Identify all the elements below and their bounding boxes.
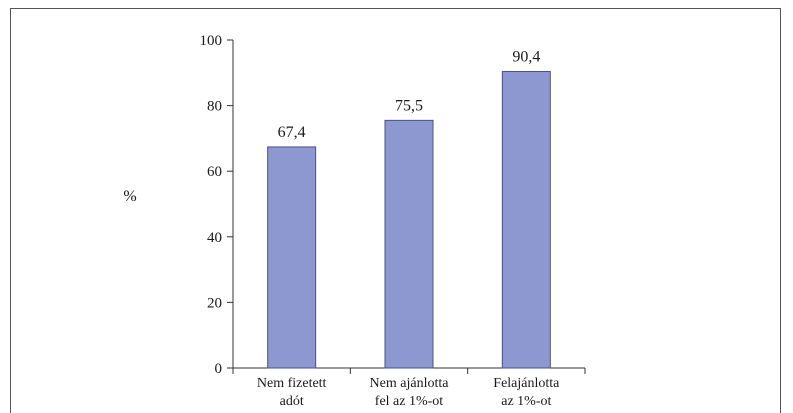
x-tick-label: Nem ajánlotta xyxy=(370,376,450,391)
category-labels: Nem fizetett adót Nem ajánlotta fel az 1%-o… xyxy=(257,376,560,409)
data-labels: 67,4 75,5 90,4 xyxy=(278,48,541,140)
y-tick-label: 80 xyxy=(207,99,222,115)
data-label: 75,5 xyxy=(395,97,423,114)
data-label: 67,4 xyxy=(278,124,306,141)
x-tick-label: Nem fizetett xyxy=(257,376,327,391)
x-tick-label: Felajánlotta xyxy=(493,376,560,391)
x-tick-label: fel az 1%-ot xyxy=(375,394,444,409)
y-axis: 0 20 40 60 80 100 xyxy=(200,33,234,377)
bar xyxy=(384,119,434,369)
bar xyxy=(501,70,551,369)
y-tick-label: 20 xyxy=(207,295,222,311)
bars xyxy=(267,70,551,369)
chart-frame xyxy=(10,8,781,413)
x-axis xyxy=(232,367,586,374)
y-axis-title: % xyxy=(123,188,136,205)
x-tick-label: adót xyxy=(280,394,304,409)
bar xyxy=(267,146,317,369)
y-tick-label: 0 xyxy=(215,361,223,377)
y-tick-label: 60 xyxy=(207,164,222,180)
x-tick-label: az 1%-ot xyxy=(501,394,551,409)
y-tick-label: 40 xyxy=(207,230,222,246)
data-label: 90,4 xyxy=(512,48,540,65)
y-tick-label: 100 xyxy=(200,33,223,49)
